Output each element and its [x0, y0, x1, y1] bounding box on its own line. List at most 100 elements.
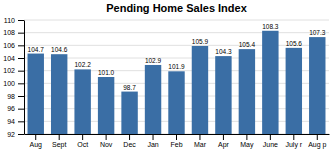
x-tick-label: Nov: [100, 141, 113, 148]
y-tick-mark: [18, 45, 24, 46]
y-tick-mark: [18, 20, 24, 21]
x-tick-label: June: [263, 141, 278, 148]
y-tick-mark: [18, 71, 24, 72]
y-tick-label: 102: [3, 67, 15, 74]
x-tick: Dec: [123, 134, 136, 148]
x-tick-mark: [317, 134, 318, 140]
data-label: 104.7: [28, 46, 45, 53]
x-tick-mark: [176, 134, 177, 140]
x-tick-label: Aug p: [308, 141, 326, 149]
bar: [168, 71, 184, 134]
bar: [215, 56, 231, 134]
x-tick-label: Sept: [52, 141, 66, 149]
y-tick-label: 108: [3, 29, 15, 36]
y-tick-label: 106: [3, 42, 15, 49]
x-tick: May: [240, 134, 254, 149]
title: Pending Home Sales Index: [106, 2, 247, 14]
data-label: 107.3: [309, 29, 326, 36]
y-tick: 92: [7, 131, 24, 138]
data-label: 101.0: [98, 69, 115, 76]
x-tick-mark: [270, 134, 271, 140]
x-tick-label: Feb: [170, 141, 182, 148]
y-tick-label: 98: [7, 93, 15, 100]
grid-line: [24, 58, 329, 59]
x-tick-mark: [199, 134, 200, 140]
y-tick: 104: [3, 55, 24, 62]
data-label: 104.3: [215, 48, 232, 55]
y-tick: 96: [7, 105, 24, 112]
grid-line: [24, 45, 329, 46]
data-label: 105.6: [286, 40, 303, 47]
x-tick: Mar: [194, 134, 207, 148]
bar: [145, 65, 161, 134]
y-tick: 108: [3, 29, 24, 36]
bar: [239, 49, 255, 134]
grid-line: [24, 20, 329, 21]
x-tick-label: May: [240, 141, 254, 149]
y-axis-line: [24, 21, 25, 135]
x-tick-label: Dec: [123, 141, 136, 148]
y-tick-mark: [18, 134, 24, 135]
x-tick: Oct: [77, 134, 88, 148]
bar: [74, 69, 90, 134]
y-tick-label: 94: [7, 118, 15, 125]
x-tick-label: Apr: [218, 141, 230, 149]
grid: [24, 20, 329, 134]
x-tick: June: [263, 134, 278, 148]
x-tick-label: July r: [285, 141, 302, 149]
y-tick-label: 104: [3, 55, 15, 62]
bar: [121, 92, 137, 134]
bar: [51, 54, 67, 134]
x-tick: Aug p: [308, 134, 326, 149]
y-tick: 98: [7, 93, 24, 100]
x-tick: Jan: [147, 134, 158, 148]
data-label: 108.3: [262, 23, 279, 30]
bar: [309, 37, 325, 134]
x-tick-label: Oct: [77, 141, 88, 148]
x-tick-mark: [293, 134, 294, 140]
data-label: 104.6: [51, 46, 68, 53]
plot: Aug Sept Oct Nov Dec Jan Feb Mar Apr May June July …: [3, 17, 329, 149]
x-tick-label: Jan: [147, 141, 158, 148]
x-axis: Aug Sept Oct Nov Dec Jan Feb Mar Apr May June July …: [25, 134, 330, 149]
y-tick-mark: [18, 109, 24, 110]
x-tick-mark: [59, 134, 60, 140]
y-tick: 100: [3, 80, 24, 87]
x-tick-mark: [129, 134, 130, 140]
x-tick: July r: [285, 134, 302, 149]
y-tick: 106: [3, 42, 24, 49]
y-axis: 92 94 96 98 100 102 104 106 108 110: [3, 17, 24, 138]
y-tick-mark: [18, 33, 24, 34]
y-tick-label: 92: [7, 131, 15, 138]
bar: [262, 31, 278, 134]
y-tick-mark: [18, 83, 24, 84]
grid-line: [24, 70, 329, 71]
data-label: 102.2: [75, 61, 92, 68]
x-tick-label: Aug: [29, 141, 42, 149]
y-tick-mark: [18, 96, 24, 97]
data-label: 102.9: [145, 57, 162, 64]
y-tick-label: 100: [3, 80, 15, 87]
x-tick-mark: [246, 134, 247, 140]
data-label: 98.7: [123, 84, 136, 91]
data-label: 105.9: [192, 38, 209, 45]
x-tick-mark: [153, 134, 154, 140]
y-tick-mark: [18, 58, 24, 59]
data-label: 101.9: [168, 63, 185, 70]
x-tick: Apr: [218, 134, 230, 149]
x-tick: Aug: [29, 134, 42, 149]
y-tick-label: 110: [4, 17, 15, 24]
x-tick-mark: [82, 134, 83, 140]
x-tick: Sept: [52, 134, 66, 149]
x-tick-label: Mar: [194, 141, 207, 148]
bar: [28, 54, 44, 134]
x-tick-mark: [223, 134, 224, 140]
y-tick: 110: [4, 17, 24, 24]
y-tick-mark: [18, 121, 24, 122]
x-tick-mark: [35, 134, 36, 140]
bar: [98, 77, 114, 134]
y-tick-label: 96: [7, 105, 15, 112]
x-tick: Nov: [100, 134, 113, 148]
bar: [192, 46, 208, 134]
bars: [28, 31, 326, 134]
